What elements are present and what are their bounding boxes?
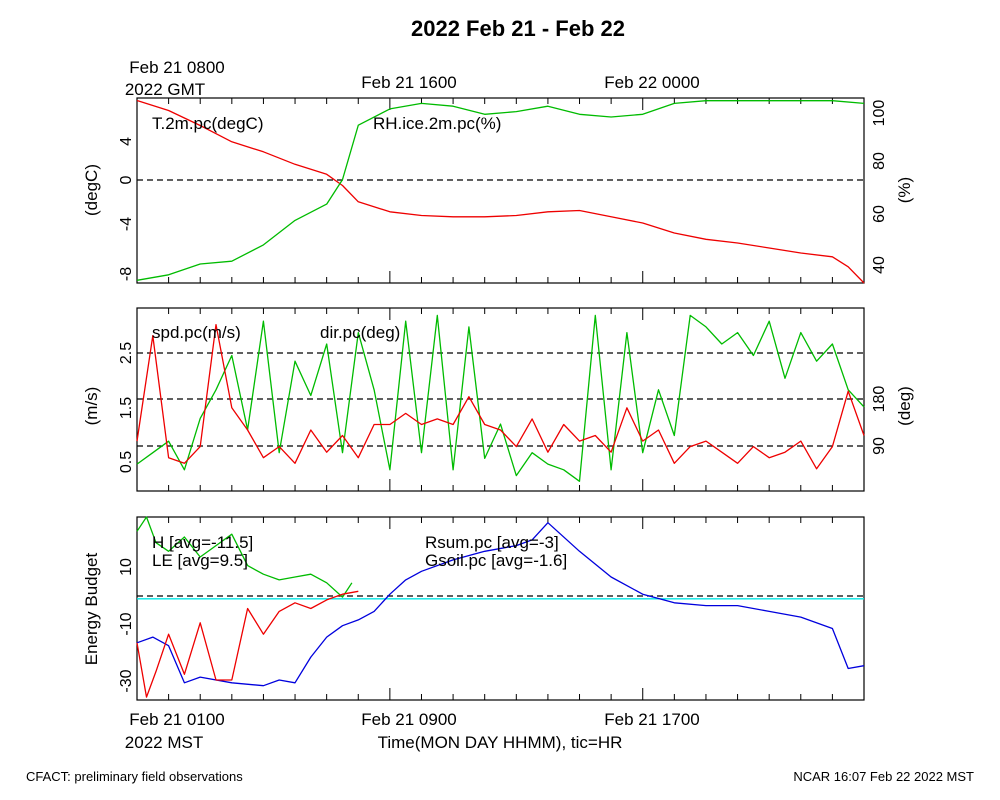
panel-3-xticks (136, 517, 865, 700)
panel-energy-budget: 10 -10 -30 Energy Budget H [avg=-11.5] L… (82, 516, 865, 701)
panel-1-ytick-right-1: 80 (871, 152, 888, 170)
bottom-axis-year-label: 2022 MST (125, 733, 203, 752)
panel-3-frame (136, 516, 865, 701)
panel-1-series-temperature (136, 99, 865, 284)
panel-3-ylabel: Energy Budget (82, 552, 101, 665)
panel-temperature-humidity: 4 0 -4 -8 (degC) 100 80 60 40 (%) T.2m.p… (82, 97, 914, 284)
bottom-axis-label-1700: Feb 21 1700 (604, 710, 699, 729)
panel-3-series-h (136, 590, 359, 698)
panel-2-ytick-right-0: 180 (871, 386, 888, 413)
panel-1-ytick-right-3: 40 (871, 256, 888, 274)
panel-1-ytick-left-3: -8 (118, 267, 135, 281)
legend-temperature: T.2m.pc(degC) (152, 114, 263, 133)
panel-2-ylabel-left: (m/s) (82, 387, 101, 426)
panel-3-series-le (136, 516, 353, 598)
figure-title: 2022 Feb 21 - Feb 22 (411, 16, 625, 41)
panel-2-ylabel-right: (deg) (895, 386, 914, 426)
top-axis-start-label: Feb 21 0800 (129, 58, 224, 77)
panel-2-series-wind-direction (136, 314, 865, 482)
top-axis-year-label: 2022 GMT (125, 80, 205, 99)
panel-1-ylabel-left: (degC) (82, 164, 101, 216)
footer-left: CFACT: preliminary field observations (26, 769, 243, 784)
bottom-axis-label-0100: Feb 21 0100 (129, 710, 224, 729)
legend-wind-direction: dir.pc(deg) (320, 323, 400, 342)
panel-1-ytick-right-2: 60 (871, 205, 888, 223)
legend-rh-ice: RH.ice.2m.pc(%) (373, 114, 501, 133)
panel-3-ytick-2: -30 (118, 669, 135, 692)
panel-1-ytick-right-0: 100 (871, 100, 888, 127)
panel-2-ytick-left-0: 2.5 (118, 342, 135, 364)
legend-gsoil: Gsoil.pc [avg=-1.6] (425, 551, 567, 570)
bottom-axis-label-0900: Feb 21 0900 (361, 710, 456, 729)
panel-2-ytick-left-1: 1.5 (118, 397, 135, 419)
panel-2-ytick-left-2: 0.5 (118, 451, 135, 473)
panel-wind: 2.5 1.5 0.5 (m/s) 180 90 (deg) spd.pc(m/… (82, 307, 914, 492)
legend-le: LE [avg=9.5] (152, 551, 248, 570)
panel-1-ytick-left-0: 4 (118, 137, 135, 146)
top-axis-label-1600: Feb 21 1600 (361, 73, 456, 92)
panel-1-ylabel-right: (%) (895, 177, 914, 203)
legend-wind-speed: spd.pc(m/s) (152, 323, 241, 342)
panel-1-ytick-left-1: 0 (118, 175, 135, 184)
panel-3-ytick-0: 10 (118, 558, 135, 576)
legend-rsum: Rsum.pc [avg=-3] (425, 533, 559, 552)
panel-3-series-rsum (136, 522, 865, 687)
footer-right: NCAR 16:07 Feb 22 2022 MST (793, 769, 974, 784)
panel-1-frame (136, 97, 865, 284)
panel-2-xticks (136, 308, 865, 491)
top-axis-label-0000: Feb 22 0000 (604, 73, 699, 92)
panel-1-series-rh-ice (136, 100, 865, 281)
panel-2-series-wind-speed (136, 323, 865, 470)
legend-h: H [avg=-11.5] (152, 533, 253, 552)
x-axis-title: Time(MON DAY HHMM), tic=HR (378, 733, 623, 752)
panel-1-ytick-left-2: -4 (118, 217, 135, 231)
panel-3-ytick-1: -10 (118, 612, 135, 635)
panel-2-ytick-right-1: 90 (871, 437, 888, 455)
